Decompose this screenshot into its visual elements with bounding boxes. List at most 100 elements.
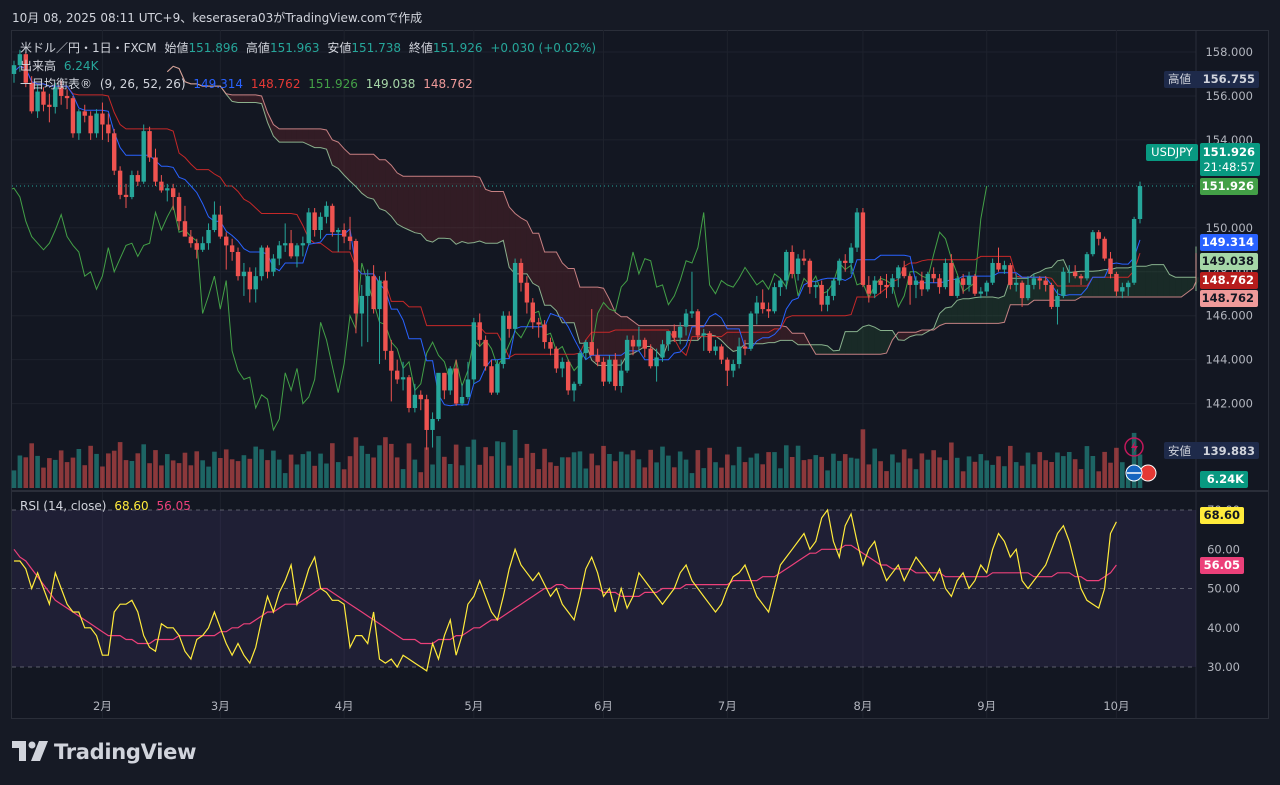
candle-body — [170, 188, 176, 198]
volume-bar — [725, 454, 730, 488]
volume-bar — [554, 465, 559, 488]
rsi-ma-badge-bg — [1200, 557, 1244, 574]
candle-body — [949, 262, 954, 296]
candle-body — [766, 309, 771, 312]
candle-body — [58, 87, 64, 96]
volume-bar — [536, 469, 541, 488]
month-label: 6月 — [594, 699, 613, 713]
volume-bar — [583, 468, 589, 488]
cloud-segment — [332, 139, 339, 169]
cloud-segment — [456, 176, 463, 245]
volume-bar — [842, 454, 848, 488]
candle-body — [624, 339, 630, 371]
volume-bar — [353, 437, 359, 488]
cloud-segment — [880, 330, 887, 355]
rsi-line — [14, 508, 1117, 672]
volume-bar — [1114, 447, 1119, 488]
rsi-legend[interactable]: RSI (14, close) 68.60 56.05 — [20, 499, 195, 513]
high-label: 高値 — [245, 41, 270, 55]
volume-bar — [719, 467, 724, 488]
candle-body — [907, 276, 913, 285]
cloud-segment — [432, 176, 439, 243]
tradingview-wordmark: TradingView — [54, 740, 197, 764]
volume-bar — [943, 460, 948, 488]
candle-body — [660, 344, 665, 358]
candle-body — [996, 262, 1001, 270]
tradingview-logo[interactable]: TradingView — [12, 740, 196, 764]
cloud-segment — [833, 350, 840, 355]
candle-body — [312, 212, 317, 230]
candle-body — [512, 262, 518, 329]
cloud-segment — [862, 325, 869, 355]
candle-body — [784, 251, 789, 281]
published-line: 10月 08, 2025 08:11 UTC+9、keserasera03がTr… — [12, 11, 423, 25]
price-tick-label: 146.000 — [1205, 309, 1253, 323]
volume-bar — [1019, 465, 1025, 488]
volume-bar — [901, 449, 907, 488]
candle-body — [123, 194, 129, 198]
candle-body — [754, 302, 760, 314]
cloud-segment — [1151, 264, 1158, 298]
cloud-segment — [1004, 278, 1011, 323]
candle-body — [165, 188, 170, 191]
ichimoku-legend[interactable]: 一目均衡表® (9, 26, 52, 26) 149.314 148.762 1… — [20, 75, 477, 92]
cloud-segment — [568, 268, 575, 323]
volume-bar — [548, 462, 553, 488]
volume-bar — [978, 454, 984, 488]
cloud-segment — [314, 128, 321, 148]
cloud-segment — [1092, 270, 1099, 298]
candle-body — [1126, 282, 1131, 288]
volume-bar — [341, 469, 347, 488]
last-price-text: 151.926 — [1203, 145, 1255, 159]
tradingview-icon — [12, 741, 48, 761]
cloud-segment — [768, 325, 775, 343]
cloud-segment — [827, 345, 834, 355]
candle-body — [1061, 271, 1066, 296]
volume-bar — [259, 449, 264, 488]
cloud-segment — [815, 344, 822, 355]
volume-bar — [82, 465, 88, 488]
volume-bar — [335, 462, 341, 488]
volume-bar — [306, 451, 312, 488]
cloud-segment — [255, 94, 262, 104]
month-label: 7月 — [718, 699, 737, 713]
volume-bar — [1096, 471, 1102, 488]
candle-body — [265, 247, 270, 272]
kijun-badge: 148.762 — [1200, 272, 1258, 289]
close-label: 終値 — [408, 41, 433, 55]
candle-body — [760, 302, 765, 310]
candle-body — [713, 346, 718, 351]
volume-bar — [1002, 466, 1007, 488]
candle-body — [1031, 278, 1037, 285]
candle-body — [1090, 232, 1096, 255]
rsi-name: RSI (14, close) — [20, 499, 107, 513]
candle-body — [424, 399, 429, 430]
candle-body — [17, 54, 23, 66]
volume-bar — [501, 442, 506, 488]
volume-bar — [872, 448, 878, 488]
volume-bar — [58, 450, 64, 488]
rsi-tick-label: 60.00 — [1207, 542, 1240, 556]
volume-legend[interactable]: 出来高 6.24K — [20, 57, 102, 74]
span-b-badge: 148.762 — [1200, 290, 1258, 307]
volume-bar — [601, 445, 606, 488]
candle-body — [224, 236, 229, 246]
cloud-segment — [1033, 271, 1040, 301]
cloud-segment — [279, 128, 286, 143]
symbol-legend[interactable]: 米ドル／円・1日・FXCM 始値151.896 高値151.963 安値151.… — [20, 39, 600, 56]
candle-body — [571, 383, 577, 391]
volume-bar — [754, 453, 760, 488]
candle-body — [271, 258, 276, 272]
volume-bar — [990, 464, 995, 488]
volume-bar — [1031, 464, 1037, 488]
volume-bar — [677, 451, 683, 488]
volume-bar — [878, 461, 883, 488]
cloud-segment — [532, 233, 539, 287]
volume-bar — [117, 442, 123, 488]
candle-body — [383, 280, 388, 351]
span-a-badge-bg — [1200, 253, 1258, 270]
volume-bar — [589, 453, 595, 488]
candle-body — [736, 346, 742, 365]
symbol-badge-bg — [1146, 144, 1198, 161]
